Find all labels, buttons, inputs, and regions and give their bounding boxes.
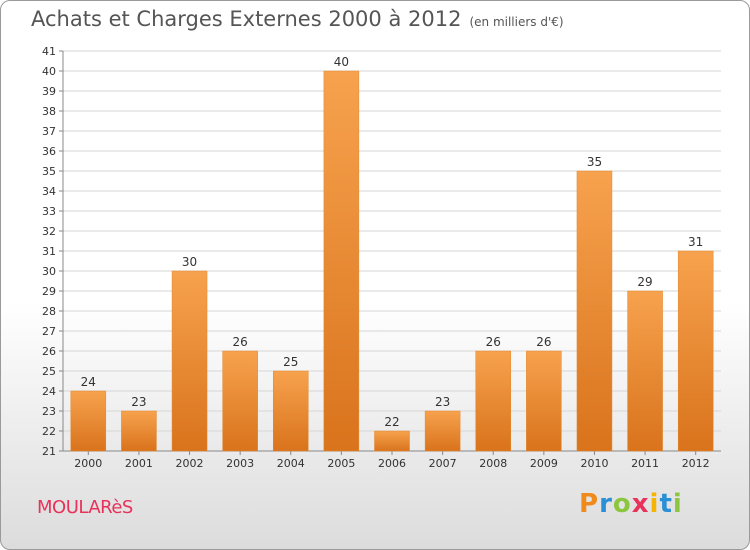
- x-tick-label: 2010: [580, 457, 608, 470]
- x-tick-label: 2008: [479, 457, 507, 470]
- x-tick-label: 2011: [631, 457, 659, 470]
- chart-title-text: Achats et Charges Externes 2000 à 2012: [31, 7, 462, 31]
- data-label: 30: [182, 255, 197, 269]
- x-tick-label: 2006: [378, 457, 406, 470]
- y-tick-label: 24: [42, 385, 56, 398]
- y-tick-label: 40: [42, 65, 56, 78]
- bars: [70, 70, 714, 452]
- y-tick-label: 25: [42, 365, 56, 378]
- logo-letter: i: [649, 489, 660, 519]
- y-tick-label: 37: [42, 125, 56, 138]
- x-tick-label: 2004: [277, 457, 305, 470]
- y-tick-label: 36: [42, 145, 56, 158]
- data-label: 40: [334, 55, 349, 69]
- bar: [627, 290, 663, 452]
- logo-letter: o: [612, 489, 632, 519]
- x-tick-label: 2007: [429, 457, 457, 470]
- x-tick-label: 2009: [530, 457, 558, 470]
- y-tick-label: 26: [42, 345, 56, 358]
- y-tick-label: 34: [42, 185, 56, 198]
- bar: [171, 270, 208, 452]
- chart-title: Achats et Charges Externes 2000 à 2012 (e…: [31, 7, 564, 31]
- logo-letter: x: [631, 489, 650, 519]
- y-tick-label: 41: [42, 45, 56, 58]
- y-tick-label: 33: [42, 205, 56, 218]
- y-tick-label: 29: [42, 285, 56, 298]
- bar: [273, 370, 309, 452]
- y-tick-label: 27: [42, 325, 56, 338]
- data-label: 35: [587, 155, 602, 169]
- chart-unit: (en milliers d'€): [469, 15, 564, 29]
- x-tick-label: 2003: [226, 457, 254, 470]
- x-tick-label: 2012: [682, 457, 710, 470]
- y-tick-label: 30: [42, 265, 56, 278]
- y-tick-label: 23: [42, 405, 56, 418]
- bar: [526, 350, 562, 452]
- y-tick-label: 21: [42, 445, 56, 458]
- data-label: 23: [435, 395, 450, 409]
- bar: [70, 390, 107, 452]
- y-tick-label: 28: [42, 305, 56, 318]
- y-tick-label: 39: [42, 85, 56, 98]
- x-tick-label: 2002: [176, 457, 204, 470]
- bar: [576, 170, 613, 452]
- labels: 24 2000 23 2001 30 2002 26 2003 25 2004 40 2005 22 20…: [74, 55, 709, 470]
- y-tick-label: 35: [42, 165, 56, 178]
- logo-letter: t: [659, 489, 673, 519]
- bar: [424, 410, 461, 452]
- grid: [63, 50, 721, 452]
- x-tick-label: 2005: [327, 457, 355, 470]
- x-tick-label: 2000: [74, 457, 102, 470]
- x-tick-label: 2001: [125, 457, 153, 470]
- data-label: 25: [283, 355, 298, 369]
- data-label: 26: [233, 335, 248, 349]
- bar: [323, 70, 360, 452]
- logo-letter: i: [672, 489, 683, 519]
- bar: [121, 410, 157, 452]
- data-label: 24: [81, 375, 96, 389]
- logo-letter: P: [579, 489, 600, 519]
- y-tick-label: 22: [42, 425, 56, 438]
- data-label: 22: [384, 415, 399, 429]
- y-tick-label: 31: [42, 245, 56, 258]
- data-label: 23: [131, 395, 146, 409]
- data-label: 31: [688, 235, 703, 249]
- data-label: 29: [637, 275, 652, 289]
- proxiti-logo[interactable]: Proxiti: [579, 489, 683, 519]
- logo-letter: r: [599, 489, 613, 519]
- bar: [475, 350, 511, 452]
- data-label: 26: [486, 335, 501, 349]
- commune-name: MOULARèS: [37, 497, 133, 518]
- bar: [677, 250, 714, 452]
- bar: [374, 430, 410, 452]
- y-tick-label: 32: [42, 225, 56, 238]
- bar: [222, 350, 258, 452]
- data-label: 26: [536, 335, 551, 349]
- y-tick-label: 38: [42, 105, 56, 118]
